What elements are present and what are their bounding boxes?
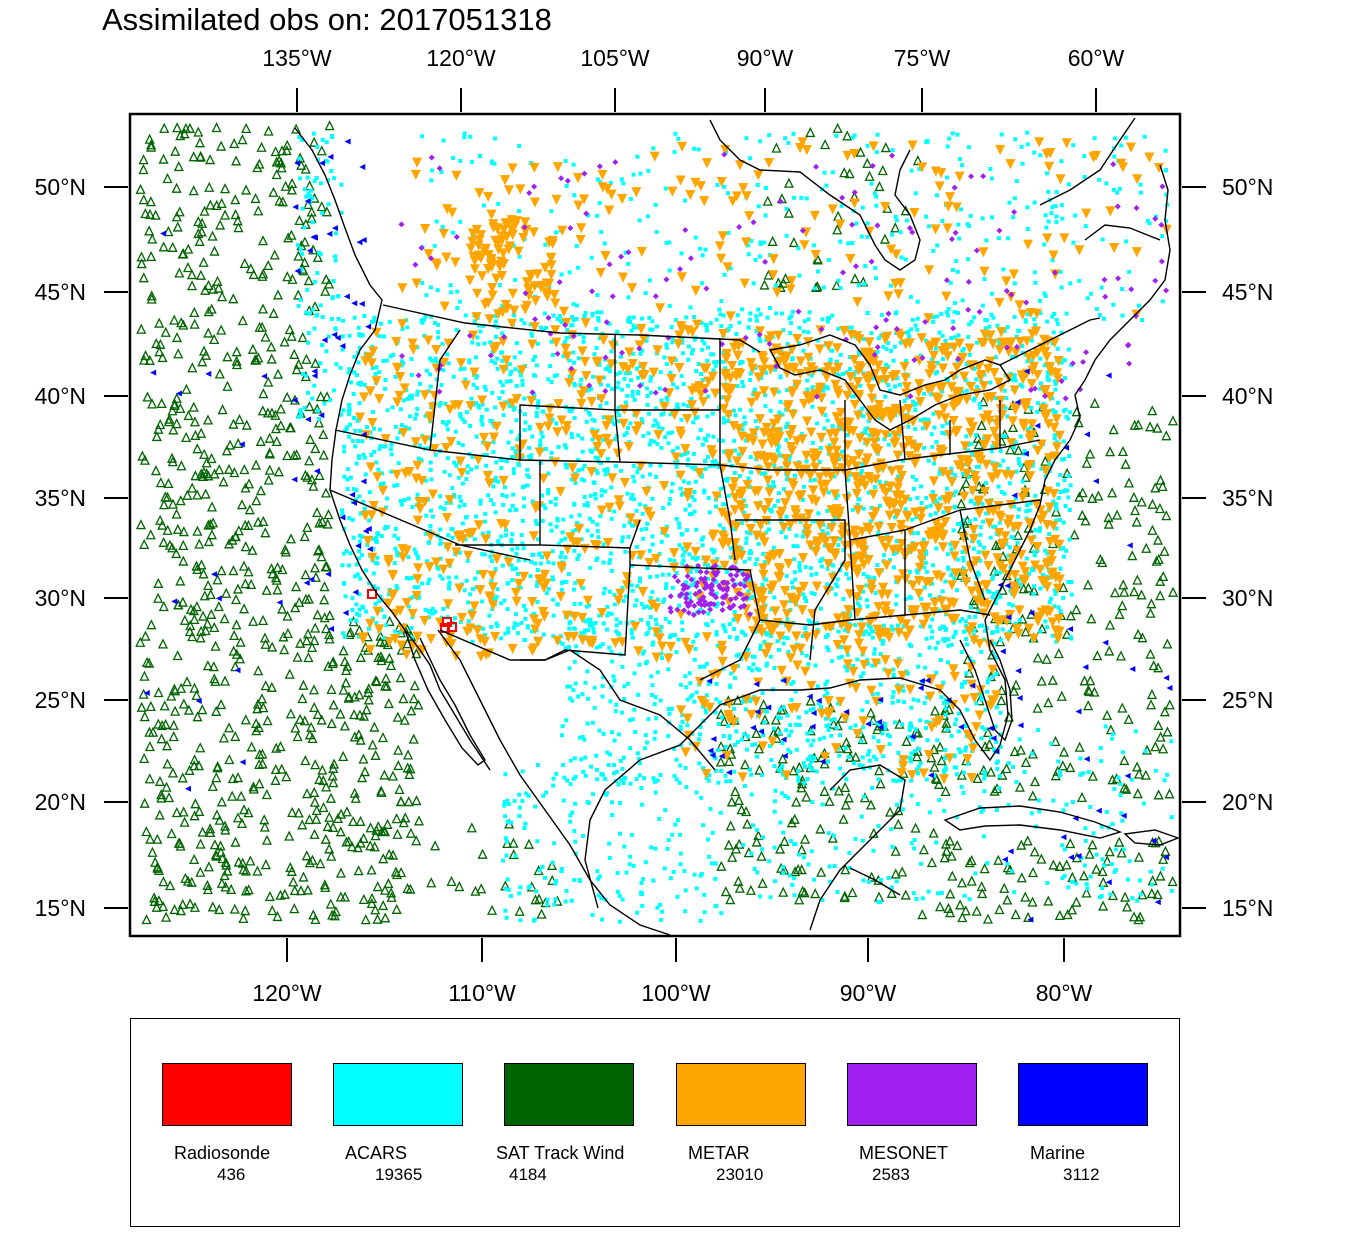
axis-ticks xyxy=(104,88,1206,962)
right-lat-label: 30°N xyxy=(1222,585,1273,611)
legend-swatch-radiosonde xyxy=(162,1063,292,1126)
legend-count-marine: 3112 xyxy=(1063,1165,1100,1184)
radiosonde-markers xyxy=(367,589,457,633)
right-lat-label: 45°N xyxy=(1222,279,1273,305)
acars-markers xyxy=(295,130,1174,924)
us-mexico-border xyxy=(439,629,716,771)
legend-count-metar: 23010 xyxy=(716,1165,764,1184)
left-lat-label: 25°N xyxy=(35,687,86,713)
top-lon-label: 60°W xyxy=(1068,45,1125,71)
legend-count-mesonet: 2583 xyxy=(872,1165,910,1184)
map-frame xyxy=(128,112,1182,938)
bottom-lon-label: 80°W xyxy=(1036,980,1093,1006)
observation-markers xyxy=(135,120,1179,925)
legend-label-acars: ACARS xyxy=(345,1143,408,1163)
mexico-west-coast xyxy=(437,629,671,936)
left-lat-label: 40°N xyxy=(35,383,86,409)
cuba xyxy=(943,805,1123,839)
great-lakes xyxy=(768,334,1012,431)
bottom-lon-label: 110°W xyxy=(448,980,516,1006)
left-lat-label: 20°N xyxy=(35,789,86,815)
observation-map: 135°W 120°W 105°W 90°W 75°W 60°W 120°W 110°W 100… xyxy=(35,45,1274,1006)
coastlines-and-borders xyxy=(294,117,1180,936)
left-lat-label: 45°N xyxy=(35,279,86,305)
legend-count-acars: 19365 xyxy=(375,1165,423,1184)
legend-swatch-mesonet xyxy=(847,1063,977,1126)
legend-swatch-metar xyxy=(676,1063,806,1126)
bottom-lon-label: 100°W xyxy=(641,980,711,1006)
east-coastline xyxy=(984,164,1171,621)
right-lat-label: 35°N xyxy=(1222,485,1273,511)
top-lon-label: 75°W xyxy=(894,45,951,71)
hispaniola xyxy=(1123,829,1180,846)
axis-labels: 135°W 120°W 105°W 90°W 75°W 60°W 120°W 110°W 100… xyxy=(35,45,1274,1006)
legend: Radiosonde 436 ACARS 19365 SAT Track Wind 418… xyxy=(130,1018,1180,1227)
legend-label-sat-track-wind: SAT Track Wind xyxy=(496,1143,625,1163)
mesonet-markers xyxy=(398,151,1170,618)
right-lat-label: 50°N xyxy=(1222,174,1273,200)
legend-label-radiosonde: Radiosonde xyxy=(174,1143,271,1163)
top-lon-label: 90°W xyxy=(737,45,794,71)
legend-label-metar: METAR xyxy=(688,1143,750,1163)
legend-swatch-marine xyxy=(1018,1063,1148,1126)
left-lat-label: 35°N xyxy=(35,485,86,511)
left-lat-label: 15°N xyxy=(35,895,86,921)
legend-count-radiosonde: 436 xyxy=(217,1165,246,1184)
gulf-coastline xyxy=(584,619,1009,909)
metar-markers xyxy=(355,137,1172,785)
hudson-bay-coast xyxy=(709,119,921,271)
top-lon-label: 105°W xyxy=(580,45,650,71)
bottom-lon-label: 90°W xyxy=(840,980,897,1006)
top-lon-label: 135°W xyxy=(262,45,332,71)
west-coastline xyxy=(294,127,491,771)
left-lat-label: 30°N xyxy=(35,585,86,611)
legend-swatch-acars xyxy=(333,1063,463,1126)
right-lat-label: 25°N xyxy=(1222,687,1273,713)
bottom-lon-label: 120°W xyxy=(252,980,322,1006)
left-lat-label: 50°N xyxy=(35,174,86,200)
legend-swatch-sat-track-wind xyxy=(504,1063,634,1126)
top-lon-label: 120°W xyxy=(426,45,496,71)
state-lines xyxy=(329,329,1041,681)
map-title: Assimilated obs on: 2017051318 xyxy=(102,2,552,37)
legend-label-mesonet: MESONET xyxy=(859,1143,949,1163)
right-lat-label: 40°N xyxy=(1222,383,1273,409)
florida xyxy=(959,639,1013,742)
right-lat-label: 20°N xyxy=(1222,789,1273,815)
yucatan xyxy=(809,764,906,931)
labrador-coast xyxy=(1039,117,1136,206)
right-lat-label: 15°N xyxy=(1222,895,1273,921)
baja-peninsula xyxy=(404,629,486,766)
legend-label-marine: Marine xyxy=(1030,1143,1086,1163)
legend-count-sat-track-wind: 4184 xyxy=(509,1165,547,1184)
us-canada-border xyxy=(382,304,761,353)
